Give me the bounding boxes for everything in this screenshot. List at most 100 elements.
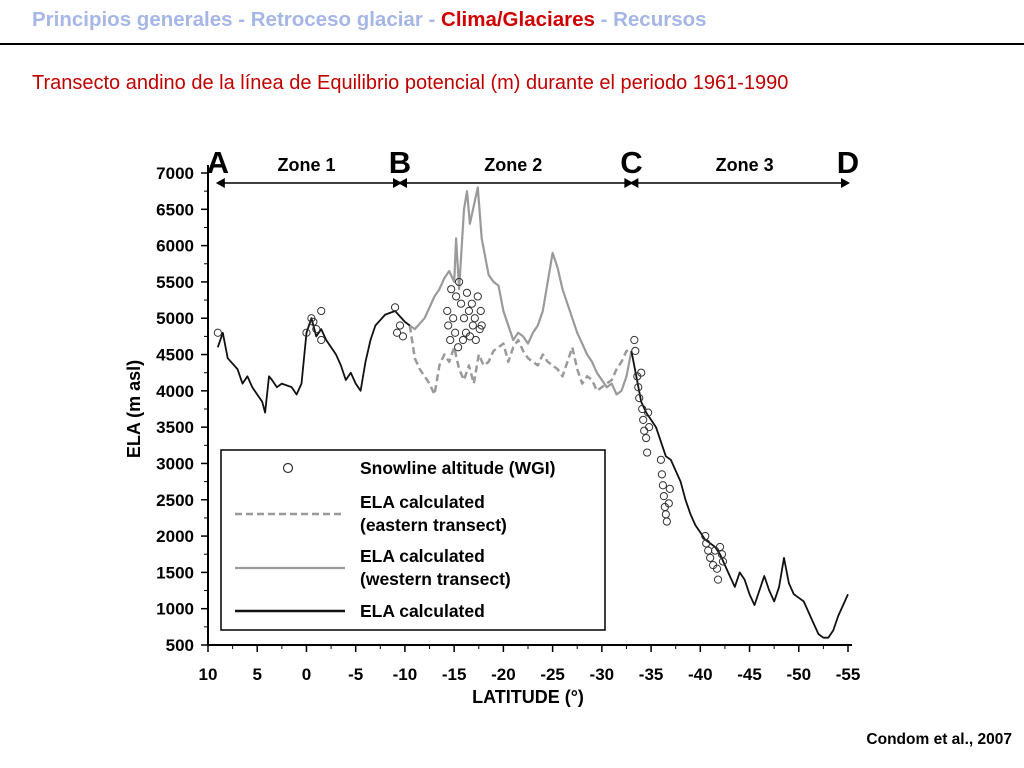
wgi-point bbox=[715, 542, 725, 552]
wgi-point bbox=[468, 321, 477, 330]
nav-item-retroceso[interactable]: Retroceso glaciar bbox=[250, 8, 423, 31]
wgi-point bbox=[664, 499, 673, 508]
y-tick-label: 6000 bbox=[156, 237, 194, 256]
y-tick-label: 2000 bbox=[156, 527, 194, 546]
wgi-point bbox=[657, 470, 667, 479]
wgi-point bbox=[656, 455, 666, 464]
legend-wgi-swatch bbox=[282, 462, 294, 474]
legend-western-label: ELA calculated bbox=[360, 546, 485, 566]
zone-arrowhead bbox=[215, 178, 225, 188]
wgi-point bbox=[645, 423, 654, 432]
wgi-point bbox=[443, 306, 452, 316]
wgi-point bbox=[644, 408, 653, 417]
wgi-point bbox=[665, 484, 674, 493]
source-citation: Condom et al., 2007 bbox=[866, 731, 1012, 748]
series-ela-line bbox=[216, 310, 411, 414]
zone-label-3: Zone 3 bbox=[716, 155, 774, 175]
zone-label-1: Zone 1 bbox=[277, 155, 335, 175]
y-tick-label: 4500 bbox=[156, 346, 194, 365]
wgi-point bbox=[477, 321, 486, 330]
wgi-point bbox=[662, 517, 671, 526]
wgi-point bbox=[462, 288, 472, 297]
wgi-point bbox=[635, 394, 644, 403]
x-tick-label: -10 bbox=[393, 665, 418, 684]
legend-box bbox=[220, 449, 606, 631]
slide-subtitle: Transecto andino de la línea de Equilibr… bbox=[32, 72, 789, 94]
wgi-point bbox=[639, 415, 648, 424]
wgi-point bbox=[446, 335, 455, 345]
wgi-point bbox=[456, 299, 466, 308]
zone-label-2: Zone 2 bbox=[484, 155, 542, 175]
wgi-point bbox=[471, 335, 480, 345]
wgi-point bbox=[640, 426, 649, 435]
legend-eastern-label: ELA calculated bbox=[360, 492, 485, 512]
x-tick-label: -20 bbox=[491, 665, 516, 684]
zone-marker-d: D bbox=[837, 145, 859, 180]
zone-marker-a: A bbox=[207, 145, 229, 180]
wgi-point bbox=[661, 510, 670, 519]
y-tick-label: 1500 bbox=[156, 563, 194, 582]
wgi-point bbox=[702, 539, 711, 548]
wgi-point bbox=[476, 306, 485, 316]
wgi-point bbox=[317, 306, 326, 316]
wgi-point bbox=[704, 546, 713, 555]
nav-separator: - bbox=[232, 8, 251, 31]
x-tick-label: -50 bbox=[786, 665, 811, 684]
wgi-point bbox=[392, 328, 402, 337]
zone-arrowhead bbox=[624, 178, 634, 188]
wgi-point bbox=[390, 303, 400, 312]
y-tick-label: 6500 bbox=[156, 200, 194, 219]
wgi-point bbox=[659, 492, 668, 501]
header-divider bbox=[0, 43, 1024, 45]
zone-arrowhead bbox=[629, 178, 639, 188]
nav-item-recursos[interactable]: Recursos bbox=[613, 8, 707, 31]
legend-ela-label: ELA calculated bbox=[360, 601, 485, 621]
x-tick-label: -45 bbox=[737, 665, 762, 684]
wgi-point bbox=[467, 299, 476, 308]
legend-wgi-label: Snowline altitude (WGI) bbox=[360, 458, 555, 478]
x-tick-label: 5 bbox=[252, 665, 261, 684]
nav-item-clima-active[interactable]: Clima/Glaciares bbox=[441, 8, 595, 31]
wgi-point bbox=[630, 335, 639, 345]
zone-arrowhead bbox=[841, 178, 850, 188]
wgi-point bbox=[447, 285, 456, 294]
wgi-point bbox=[302, 328, 311, 337]
series-western-line bbox=[409, 186, 633, 396]
nav-item-principios[interactable]: Principios generales bbox=[32, 8, 233, 31]
zone-marker-b: B bbox=[389, 145, 411, 180]
wgi-point bbox=[459, 314, 469, 323]
wgi-point bbox=[453, 343, 463, 352]
nav-separator: - bbox=[422, 8, 442, 31]
y-tick-label: 5500 bbox=[156, 273, 194, 292]
y-tick-label: 3500 bbox=[156, 418, 194, 437]
legend-western-label2: (western transect) bbox=[360, 569, 511, 589]
wgi-point bbox=[309, 317, 318, 326]
wgi-point bbox=[643, 448, 652, 457]
wgi-point bbox=[213, 328, 222, 337]
wgi-point bbox=[642, 433, 651, 443]
y-tick-label: 4000 bbox=[156, 382, 194, 401]
wgi-point bbox=[317, 335, 326, 345]
wgi-point bbox=[458, 335, 468, 345]
zone-arrowhead bbox=[398, 178, 407, 188]
wgi-point bbox=[465, 332, 475, 341]
x-tick-label: -35 bbox=[639, 665, 664, 684]
wgi-point bbox=[712, 564, 722, 573]
wgi-point bbox=[451, 328, 460, 337]
y-tick-label: 500 bbox=[166, 636, 194, 655]
wgi-point bbox=[631, 346, 640, 356]
x-tick-label: -5 bbox=[348, 665, 363, 684]
wgi-point bbox=[312, 325, 321, 334]
wgi-point bbox=[706, 553, 715, 562]
wgi-point bbox=[449, 314, 458, 323]
wgi-point bbox=[637, 368, 646, 377]
x-tick-label: -55 bbox=[836, 665, 861, 684]
wgi-point bbox=[395, 321, 405, 330]
x-tick-label: -40 bbox=[688, 665, 713, 684]
x-tick-label: -25 bbox=[540, 665, 565, 684]
y-axis-title: ELA (m asl) bbox=[124, 360, 144, 458]
y-tick-label: 5000 bbox=[156, 309, 194, 328]
y-tick-label: 3000 bbox=[156, 454, 194, 473]
wgi-point bbox=[398, 332, 408, 341]
